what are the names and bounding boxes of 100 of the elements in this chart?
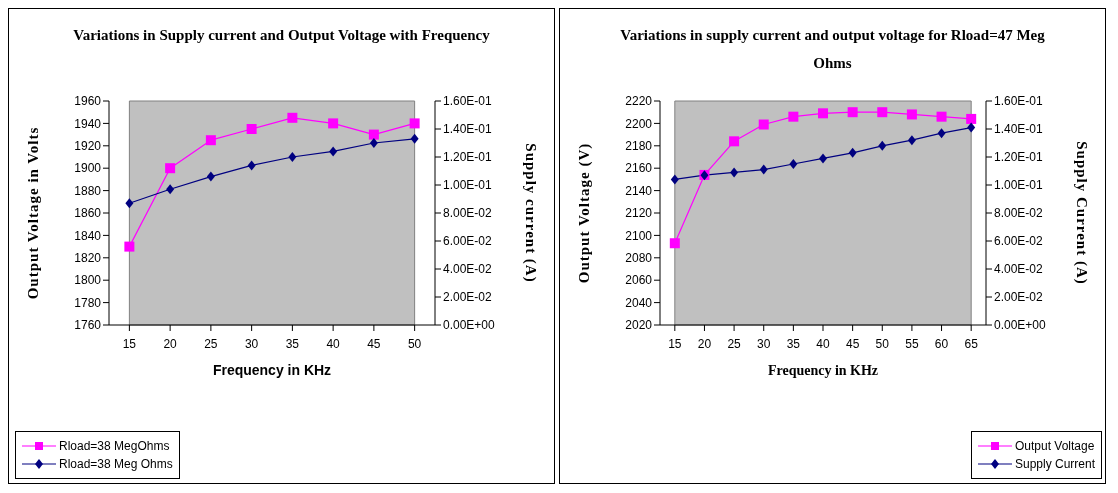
y-tick-label: 1860 — [74, 206, 102, 221]
point — [847, 107, 858, 118]
point — [936, 111, 947, 122]
x-tick-label: 15 — [122, 336, 137, 351]
y2-tick-label: 1.40E-01 — [994, 122, 1044, 137]
point — [329, 146, 338, 157]
y2-tick-label: 2.00E-02 — [443, 290, 493, 305]
y-axis-title: Output Voltage (V) — [576, 142, 594, 284]
y2-tick-label: 0.00E+00 — [443, 318, 496, 333]
x-tick-label: 25 — [204, 336, 218, 351]
point — [670, 174, 679, 185]
y-tick-label: 1760 — [74, 318, 102, 333]
x-tick-label: 25 — [727, 336, 742, 351]
y-tick-label: 2120 — [625, 206, 653, 221]
point — [369, 138, 378, 148]
y2-tick-label: 4.00E-02 — [443, 262, 493, 277]
chart-title: Variations in Supply current and Output Voltage with Frequency — [72, 26, 491, 45]
y2-tick-label: 4.00E-02 — [994, 262, 1044, 277]
x-axis-title: Frequency in KHz — [767, 363, 879, 378]
point — [967, 122, 976, 133]
point — [124, 241, 135, 252]
point — [206, 171, 215, 182]
legend-label: Rload=38 MegOhms — [59, 439, 170, 453]
x-tick-label: 40 — [326, 336, 341, 351]
y2-tick-label: 8.00E-02 — [443, 206, 493, 221]
x-tick-label: 35 — [285, 336, 300, 351]
point — [166, 184, 175, 195]
y-tick-label: 2060 — [625, 273, 653, 288]
x-tick-label: 40 — [816, 336, 830, 351]
point — [906, 109, 917, 120]
legend-label: Supply Current — [1014, 457, 1095, 471]
y2-tick-label: 1.60E-01 — [994, 94, 1044, 109]
y2-tick-label: 0.00E+00 — [994, 318, 1047, 333]
x-tick-label: 65 — [964, 336, 979, 351]
x-tick-label: 20 — [163, 336, 178, 351]
point — [937, 128, 946, 139]
x-tick-label: 55 — [905, 336, 919, 351]
y-tick-label: 2080 — [625, 251, 653, 266]
x-tick-label: 35 — [786, 336, 801, 351]
y-tick-label: 2180 — [625, 139, 653, 154]
point — [789, 159, 798, 169]
x-tick-label: 30 — [757, 336, 771, 351]
point — [759, 164, 768, 175]
y2-tick-label: 6.00E-02 — [994, 234, 1044, 249]
point — [287, 112, 298, 123]
point — [165, 163, 176, 174]
y2-tick-label: 1.00E-01 — [443, 178, 493, 193]
point — [247, 160, 256, 171]
y-tick-label: 2160 — [625, 161, 653, 176]
point — [246, 124, 257, 134]
y-axis-title: Output Voltage in Volts — [25, 126, 42, 300]
y-tick-label: 1840 — [74, 228, 102, 243]
point — [907, 135, 916, 146]
y2-tick-label: 1.00E-01 — [994, 178, 1044, 193]
chart-title: Variations in supply current and output voltage for Rload=47 Meg Ohms — [620, 26, 1045, 73]
point — [328, 118, 339, 129]
y-tick-label: 1920 — [74, 139, 102, 154]
y-tick-label: 2100 — [625, 228, 653, 243]
y-tick-label: 2140 — [625, 183, 653, 198]
y-tick-label: 1900 — [74, 161, 102, 176]
point — [205, 135, 216, 146]
point — [819, 153, 827, 164]
y2-tick-label: 1.40E-01 — [443, 122, 493, 137]
x-tick-label: 30 — [244, 336, 259, 351]
point — [848, 147, 857, 158]
y2-tick-label: 1.20E-01 — [443, 150, 493, 165]
y2-axis-title: Supply current (A) — [521, 143, 539, 283]
y-tick-label: 2040 — [625, 295, 653, 310]
point — [730, 167, 739, 178]
x-tick-label: 60 — [934, 336, 949, 351]
point — [788, 111, 799, 122]
point — [409, 118, 420, 129]
x-tick-label: 45 — [845, 336, 860, 351]
y2-tick-label: 8.00E-02 — [994, 206, 1044, 221]
point — [410, 133, 419, 144]
point — [966, 113, 977, 124]
point — [818, 108, 828, 119]
y2-axis-title: Supply Current (A) — [1072, 141, 1090, 285]
x-tick-label: 45 — [367, 336, 381, 351]
y-tick-label: 1960 — [74, 94, 102, 109]
point — [288, 152, 297, 162]
y2-tick-label: 1.20E-01 — [994, 150, 1044, 165]
x-tick-label: 20 — [697, 336, 712, 351]
point — [125, 198, 134, 209]
y-tick-label: 2200 — [625, 116, 653, 131]
x-axis-title: Frequency in KHz — [212, 362, 332, 378]
point — [758, 119, 769, 130]
y-tick-label: 2020 — [625, 318, 653, 333]
x-tick-label: 50 — [875, 336, 890, 351]
point — [669, 238, 680, 249]
point — [729, 136, 740, 147]
point — [368, 129, 379, 140]
point — [877, 107, 888, 118]
point — [878, 140, 887, 151]
y-tick-label: 2220 — [625, 94, 653, 109]
x-tick-label: 50 — [407, 336, 422, 351]
legend-label: Output Voltage — [1014, 439, 1095, 453]
y-tick-label: 1800 — [74, 273, 102, 288]
y-tick-label: 1820 — [74, 251, 102, 266]
y2-tick-label: 2.00E-02 — [994, 290, 1044, 305]
